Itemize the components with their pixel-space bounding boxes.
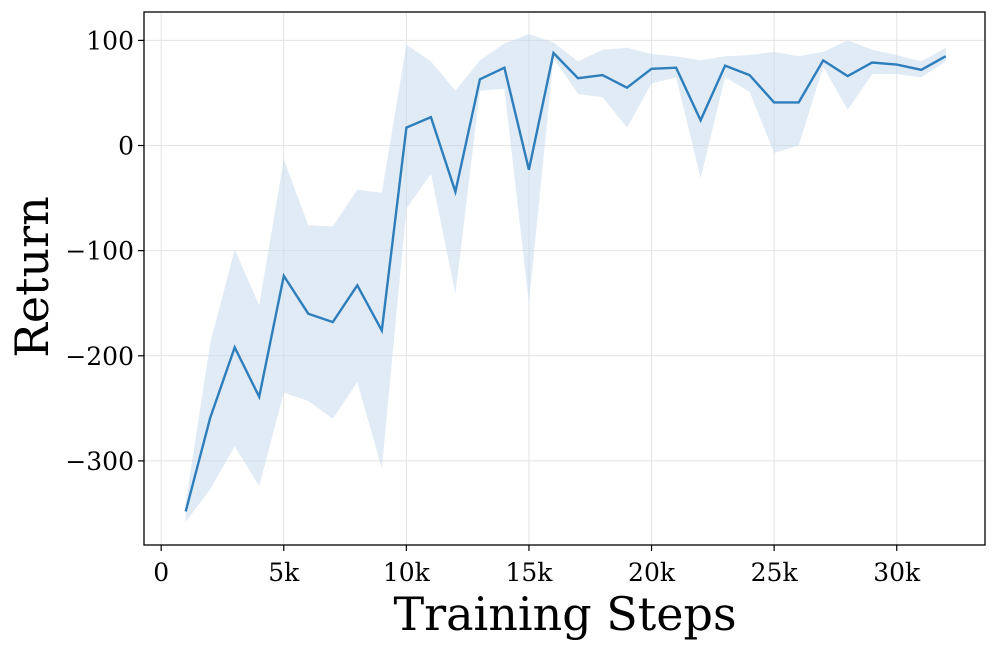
y-tick-label: 0 xyxy=(118,132,134,161)
y-tick-label: 100 xyxy=(86,26,134,55)
x-axis-title: Training Steps xyxy=(393,587,736,641)
x-tick-label: 20k xyxy=(628,558,676,587)
x-tick-label: 5k xyxy=(268,558,300,587)
y-axis-title: Return xyxy=(5,196,59,358)
x-tick-label: 15k xyxy=(505,558,553,587)
x-tick-label: 30k xyxy=(873,558,921,587)
x-axis-ticks: 0 5k 10k 15k 20k 25k 30k xyxy=(153,545,921,587)
y-tick-label: −300 xyxy=(65,447,134,476)
y-tick-label: −200 xyxy=(65,342,134,371)
x-tick-label: 0 xyxy=(153,558,169,587)
y-axis-ticks: 100 0 −100 −200 −300 xyxy=(65,26,144,476)
y-tick-label: −100 xyxy=(65,237,134,266)
series-line xyxy=(184,50,947,512)
x-tick-label: 10k xyxy=(383,558,431,587)
series-confidence-band xyxy=(185,34,946,522)
x-tick-label: 25k xyxy=(751,558,799,587)
plot-frame xyxy=(143,11,986,546)
